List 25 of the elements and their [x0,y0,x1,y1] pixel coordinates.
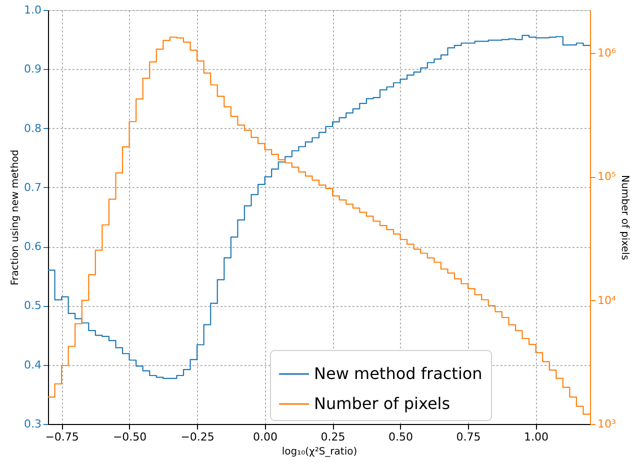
y-axis-title: Fraction using new method [10,150,22,286]
y-tick-label: 0.4 [24,358,42,372]
x-tick-label: −0.75 [45,430,79,444]
y-tick-label: 1.0 [24,4,42,16]
x-tick-label: 1.00 [524,430,549,444]
y-tick-label: 0.5 [24,299,42,312]
legend-label: New method fraction [314,364,482,383]
y-tick-label: 0.9 [24,62,42,76]
x-tick-label: 0.75 [456,430,481,444]
y2-tick-label: 10³ [598,418,616,430]
y-tick-label: 0.3 [24,418,42,430]
y2-tick-label: 10⁶ [598,46,616,60]
x-axis-title: log₁₀(χ²S_ratio) [282,446,358,458]
y-tick-label: 0.6 [24,240,42,254]
x-tick-label: 0.00 [253,430,278,444]
y2-tick-label: 10⁴ [598,294,616,307]
y-tick-label: 0.7 [24,180,42,194]
legend-label: Number of pixels [314,394,450,413]
y-tick-label: 0.8 [24,122,42,135]
x-tick-label: −0.50 [112,430,147,444]
y2-axis-title: Number of pixels [618,174,630,260]
x-tick-label: 0.25 [320,430,346,444]
x-tick-label: 0.50 [388,430,414,444]
y2-tick-label: 10⁵ [598,170,616,184]
x-tick-label: −0.25 [180,430,214,444]
